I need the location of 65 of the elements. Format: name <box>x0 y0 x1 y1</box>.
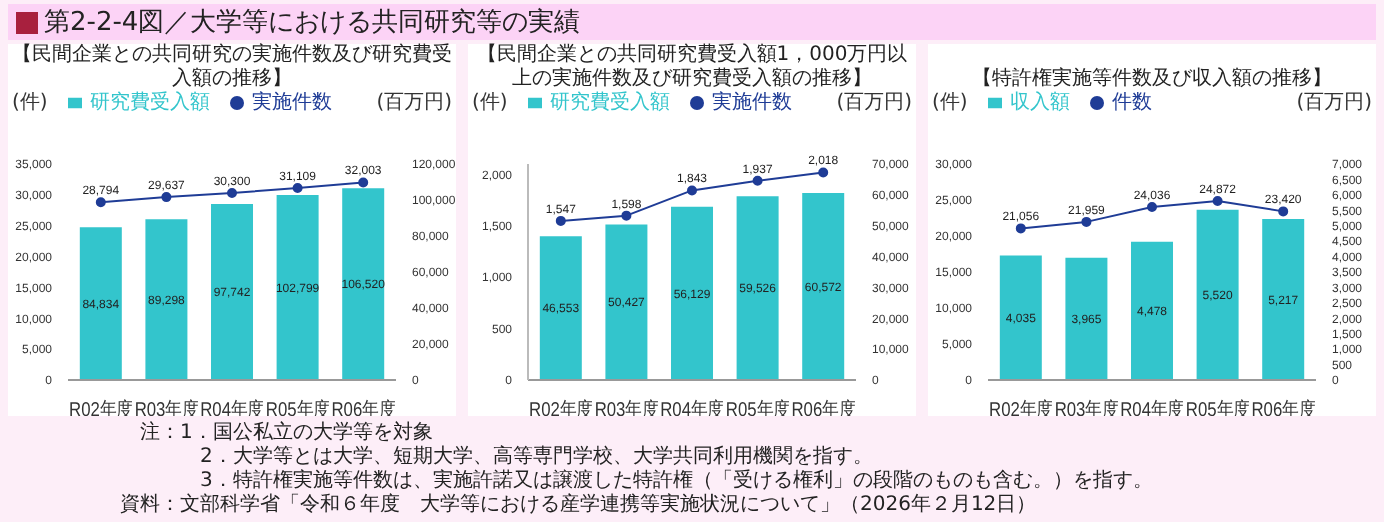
bar <box>1131 241 1174 380</box>
bar <box>79 227 122 380</box>
point <box>621 210 632 221</box>
x-tick-label: R02年度 <box>989 398 1053 421</box>
chart-title: 【民間企業との共同研究費受入額1，000万円以上の実施件数及び研究費受入額の推移】 <box>474 44 910 91</box>
legend-label: 研究費受入額 <box>550 92 670 114</box>
point <box>1278 206 1289 217</box>
point <box>95 197 106 208</box>
y2-axis-title: (百万円) <box>1296 92 1372 116</box>
legend-label: 実施件数 <box>712 92 792 114</box>
legend-label: 研究費受入額 <box>90 92 210 114</box>
text: 資料：文部科学省「令和６年度 大学等における産学連携等実施状況について」（2026年２月12日） <box>120 494 1039 518</box>
text: 2．大学等とは大学、短期大学、高等専門学校、大学共同利用機関を指す。 <box>198 446 875 469</box>
point <box>818 167 829 178</box>
point <box>752 175 763 186</box>
point <box>227 188 237 199</box>
bar <box>671 206 714 380</box>
x-tick-label: R06年度 <box>791 398 855 421</box>
point <box>358 177 369 188</box>
point <box>687 185 697 196</box>
x-tick-label: R05年度 <box>725 398 790 421</box>
text: 3．特許権実施等件数は、実施許諾又は譲渡した特許権（「受ける権利」の段階のものも含む。）を指す。 <box>198 470 1155 493</box>
bar <box>342 188 385 380</box>
bar <box>1196 209 1239 380</box>
legend-label: 実施件数 <box>252 92 332 114</box>
chart-title: 【民間企業との共同研究の実施件数及び研究費受入額の推移】 <box>10 44 454 91</box>
legend-label: 収入額 <box>1010 92 1070 114</box>
x-tick-label: R04年度 <box>200 398 264 421</box>
x-tick-label: R02年度 <box>69 398 133 421</box>
point <box>1212 195 1223 206</box>
bar <box>276 194 319 380</box>
bar <box>1262 219 1305 380</box>
y-axis-title: (件) <box>12 92 48 116</box>
legend-label: 件数 <box>1112 92 1152 114</box>
point <box>555 215 566 226</box>
y2-axis-title: (百万円) <box>376 92 452 116</box>
x-tick-label: R03年度 <box>134 398 199 421</box>
bar <box>539 236 582 380</box>
x-tick-label: R03年度 <box>594 398 659 421</box>
y2-axis-title: (百万円) <box>836 92 912 116</box>
bar <box>802 193 845 380</box>
x-tick-label: R05年度 <box>1185 398 1250 421</box>
chart-title: 【特許権実施等件数及び収入額の推移】 <box>970 65 1334 91</box>
x-tick-label: R04年度 <box>660 398 724 421</box>
x-tick-label: R06年度 <box>331 398 395 421</box>
bar <box>211 204 254 380</box>
point <box>1081 216 1092 227</box>
text: 第2-2-4図／大学等における共同研究等の実績 <box>44 6 581 40</box>
bar <box>145 219 188 380</box>
point <box>161 192 172 203</box>
text: 注：1．国公私立の大学等を対象 <box>140 422 435 445</box>
bar <box>999 255 1042 380</box>
point <box>1147 201 1157 212</box>
x-tick-label: R05年度 <box>265 398 330 421</box>
x-tick-label: R06年度 <box>1251 398 1315 421</box>
x-tick-label: R04年度 <box>1120 398 1184 421</box>
x-tick-label: R02年度 <box>529 398 593 421</box>
bar <box>1065 257 1108 380</box>
x-tick-label: R03年度 <box>1054 398 1119 421</box>
point <box>292 183 303 194</box>
y-axis-title: (件) <box>932 92 968 116</box>
y-axis-title: (件) <box>472 92 508 116</box>
bar <box>736 196 779 380</box>
bar <box>605 224 648 380</box>
point <box>1015 223 1026 234</box>
